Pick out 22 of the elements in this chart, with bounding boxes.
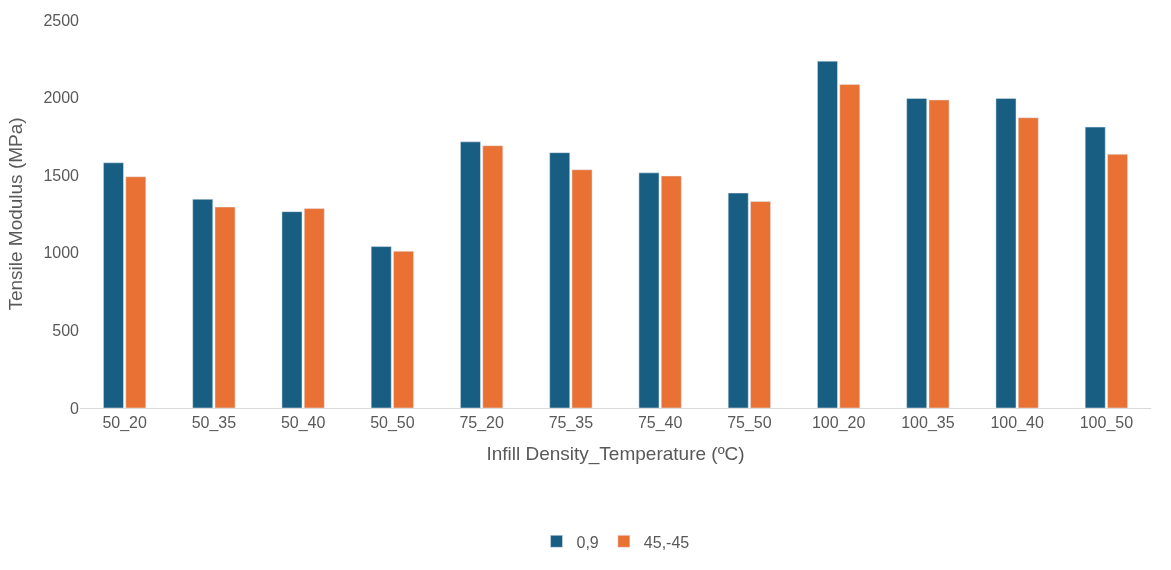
x-tick-label: 50_35 <box>191 414 237 433</box>
x-tick-label: 50_50 <box>370 414 415 433</box>
x-tick-label: 50_40 <box>280 414 326 433</box>
y-tick-label: 0 <box>70 399 80 417</box>
x-tick-label: 75_50 <box>727 414 772 433</box>
x-tick-label: 75_40 <box>637 414 683 433</box>
legend-label: 45,-45 <box>643 533 690 551</box>
x-tick-label: 100_40 <box>990 414 1044 433</box>
y-axis-title: Tensile Modulus (MPa) <box>5 117 27 311</box>
x-tick-label: 100_50 <box>1079 414 1134 433</box>
y-tick-label: 2500 <box>43 11 80 29</box>
y-tick-label: 1000 <box>43 244 80 262</box>
x-tick-label: 50_20 <box>102 414 147 433</box>
y-tick-label: 1500 <box>43 166 80 184</box>
x-tick-label: 75_20 <box>459 414 504 433</box>
x-tick-label: 100_35 <box>901 414 955 433</box>
legend-label: 0,9 <box>576 533 599 551</box>
y-tick-label: 2000 <box>43 89 80 107</box>
y-tick-label: 500 <box>52 322 80 339</box>
x-tick-label: 75_35 <box>548 414 594 433</box>
x-axis-title: Infill Density_Temperature (ºC) <box>486 443 745 465</box>
x-tick-label: 100_20 <box>811 414 866 433</box>
